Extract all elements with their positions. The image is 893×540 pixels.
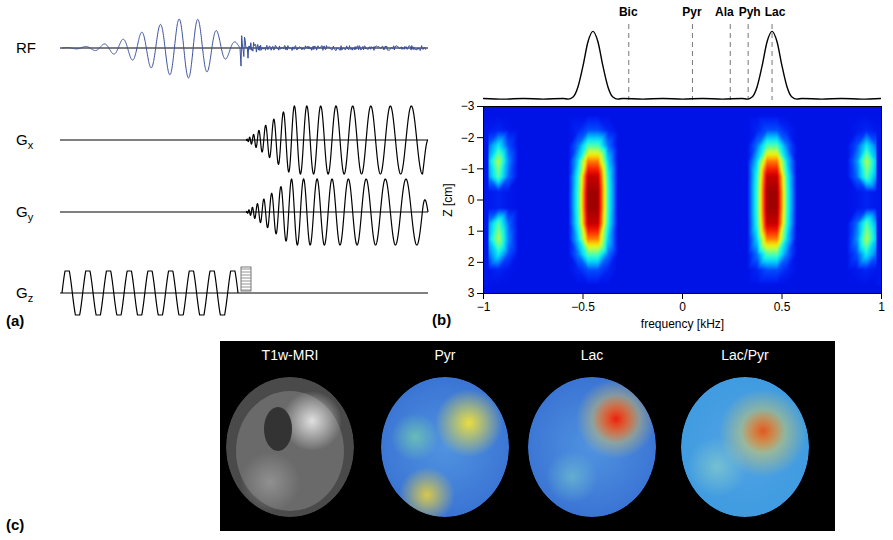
svg-text:(c): (c) bbox=[6, 516, 24, 533]
svg-text:Gy: Gy bbox=[16, 203, 34, 223]
svg-text:Bic: Bic bbox=[619, 5, 638, 19]
svg-text:−0.5: −0.5 bbox=[571, 300, 595, 314]
svg-text:−1: −1 bbox=[461, 162, 475, 176]
svg-text:−1: −1 bbox=[477, 300, 491, 314]
svg-text:0: 0 bbox=[679, 300, 686, 314]
svg-text:Gz: Gz bbox=[16, 284, 33, 304]
svg-text:Pyr: Pyr bbox=[435, 347, 456, 363]
svg-text:Lac/Pyr: Lac/Pyr bbox=[721, 347, 769, 363]
svg-text:Pyr: Pyr bbox=[682, 5, 702, 19]
svg-text:frequency [kHz]: frequency [kHz] bbox=[641, 317, 724, 331]
svg-text:2: 2 bbox=[468, 255, 475, 269]
svg-text:1: 1 bbox=[878, 300, 885, 314]
svg-text:Lac: Lac bbox=[581, 347, 604, 363]
svg-text:1: 1 bbox=[468, 224, 475, 238]
svg-text:T1w-MRI: T1w-MRI bbox=[262, 347, 319, 363]
svg-text:Gx: Gx bbox=[16, 131, 34, 151]
svg-text:3: 3 bbox=[468, 286, 475, 300]
svg-text:−2: −2 bbox=[461, 131, 475, 145]
svg-text:Z [cm]: Z [cm] bbox=[441, 183, 455, 216]
svg-text:Pyh: Pyh bbox=[739, 5, 761, 19]
svg-text:Ala: Ala bbox=[715, 5, 734, 19]
svg-text:Lac: Lac bbox=[765, 5, 786, 19]
html-text:(b): (b) bbox=[432, 311, 452, 328]
svg-text:(a): (a) bbox=[6, 312, 24, 329]
svg-text:−3: −3 bbox=[461, 100, 475, 113]
svg-text:0: 0 bbox=[468, 193, 475, 207]
svg-text:RF: RF bbox=[16, 39, 36, 56]
svg-text:0.5: 0.5 bbox=[774, 300, 791, 314]
